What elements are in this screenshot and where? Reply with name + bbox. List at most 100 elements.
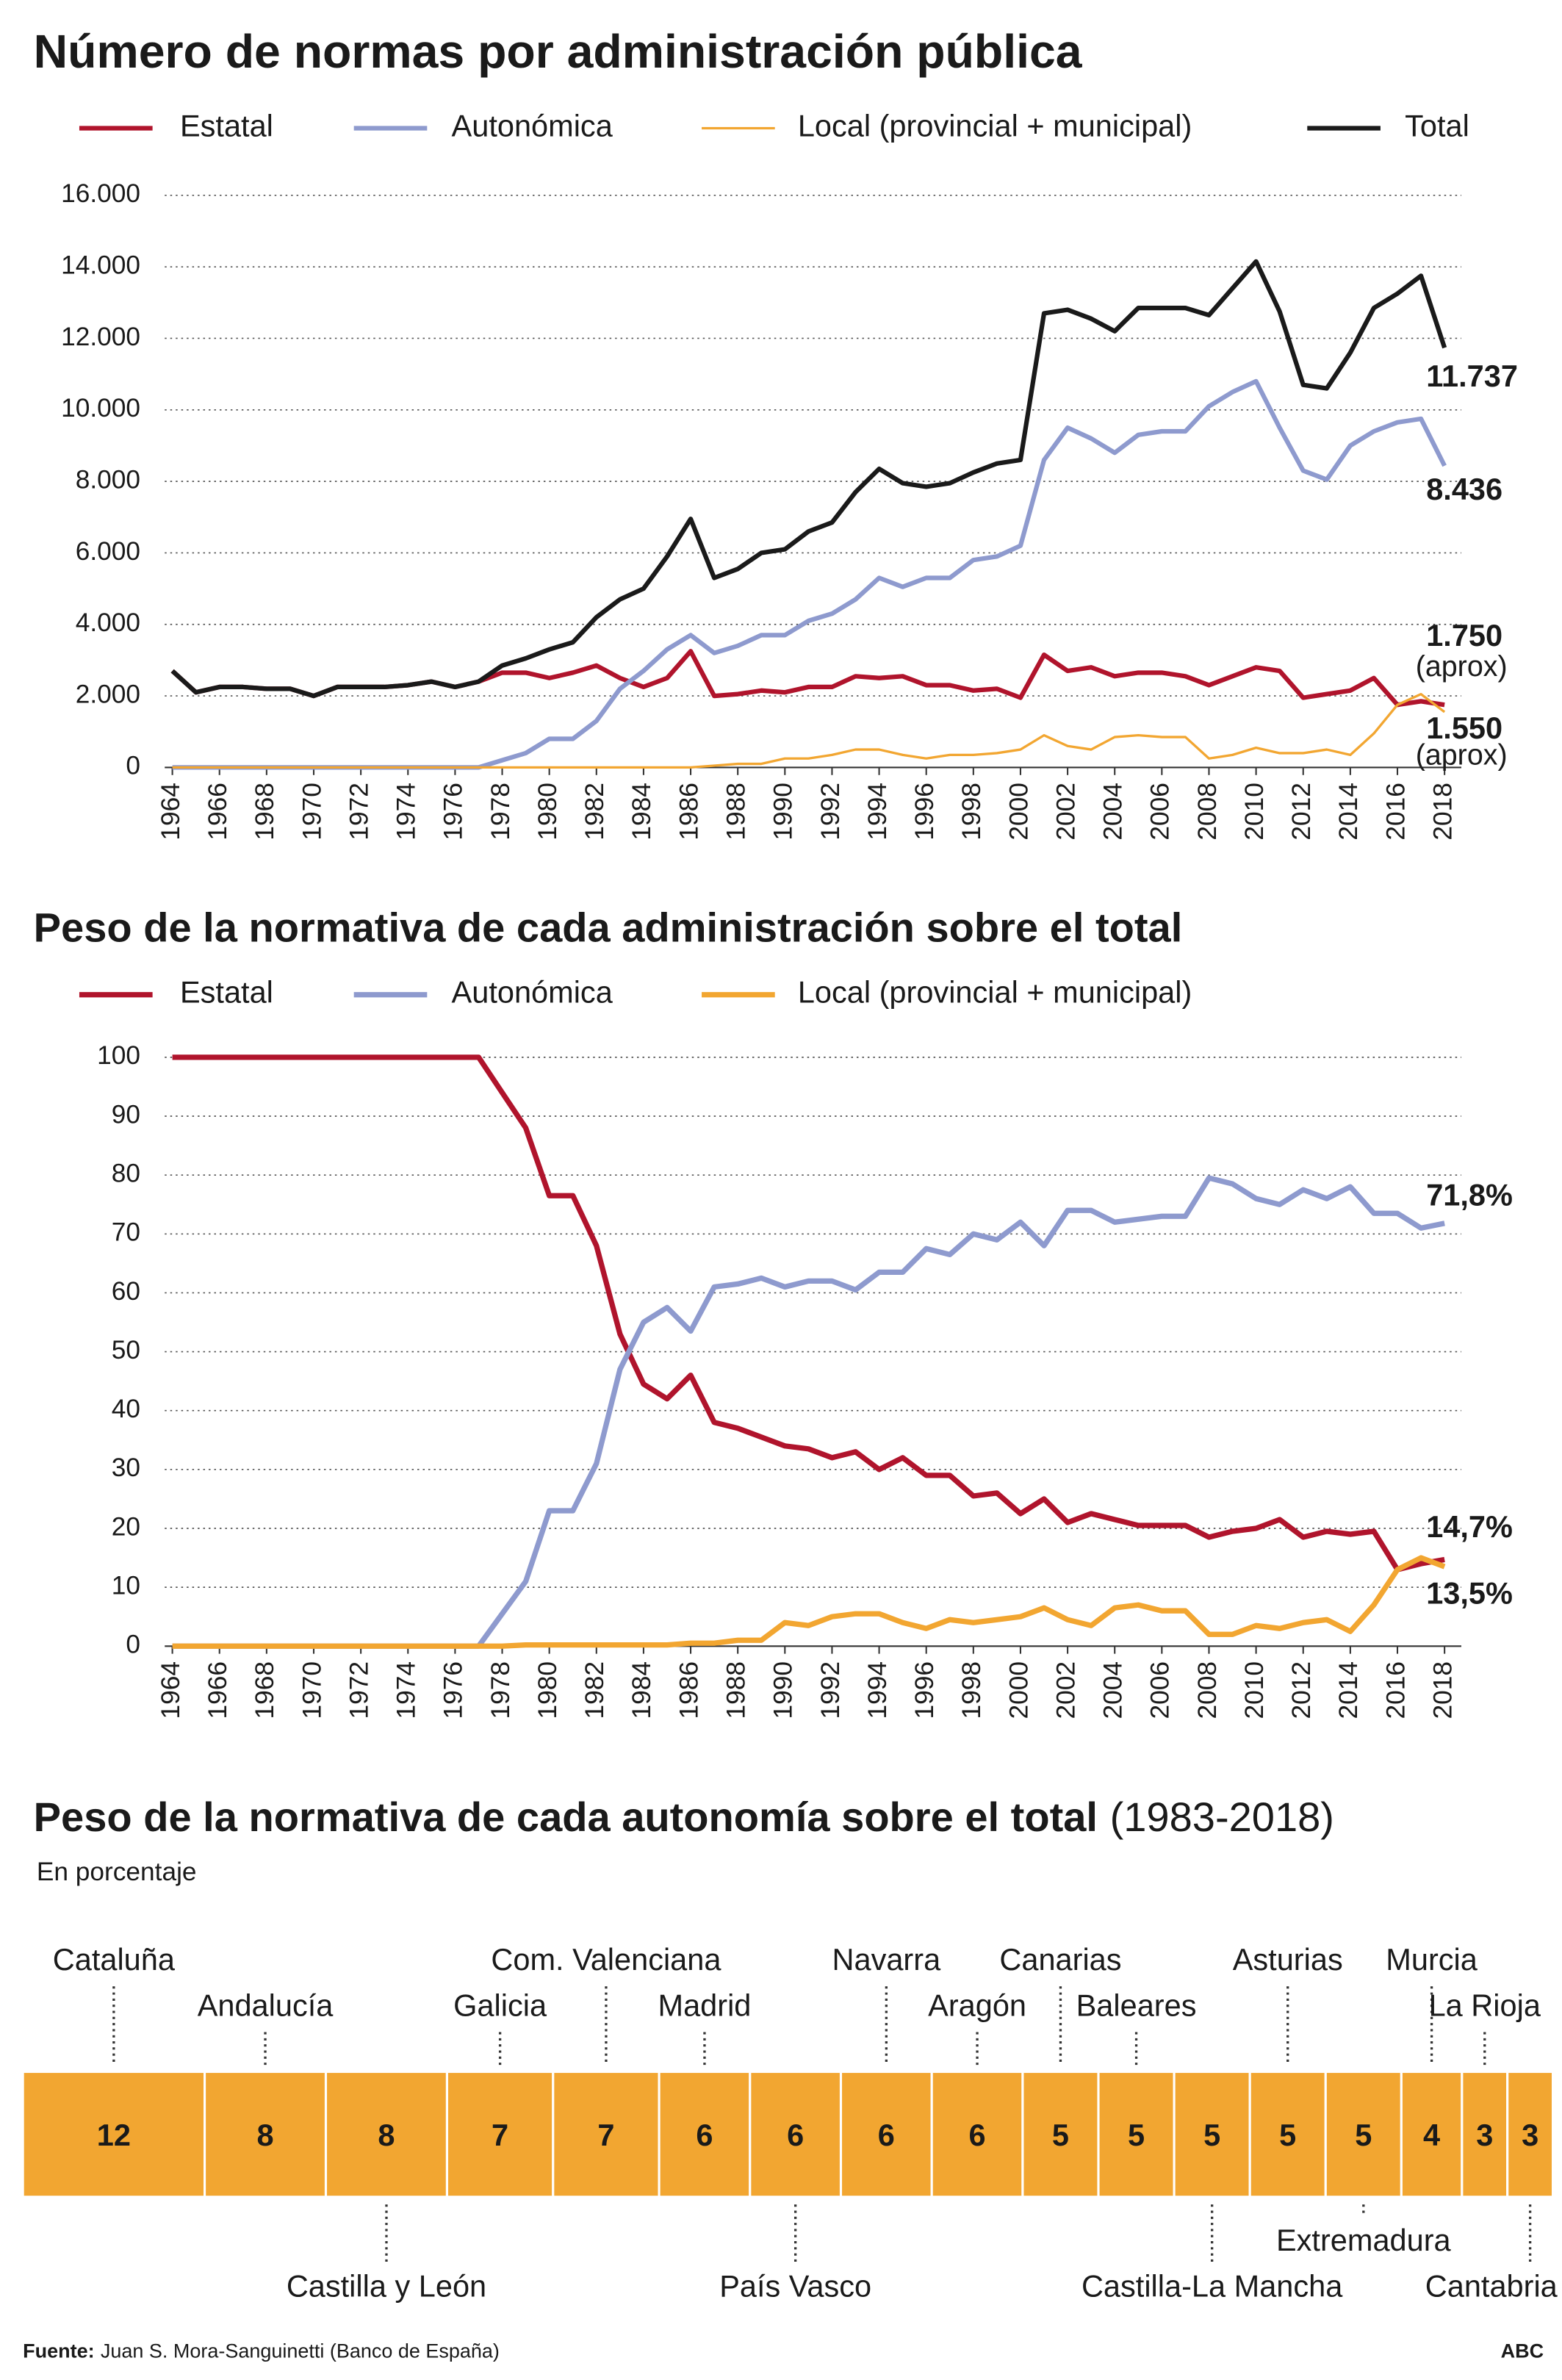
x-tick-label: 1974 bbox=[392, 783, 421, 840]
x-tick-label: 1966 bbox=[204, 1661, 232, 1719]
x-tick-label: 2000 bbox=[1004, 783, 1033, 841]
legend-label: Total bbox=[1405, 108, 1469, 143]
segment-value: 12 bbox=[97, 2118, 131, 2152]
y-tick-label: 30 bbox=[112, 1453, 140, 1482]
x-tick-label: 1984 bbox=[627, 1661, 656, 1719]
x-tick-label: 1970 bbox=[298, 783, 326, 840]
y-tick-label: 4.000 bbox=[76, 608, 140, 637]
segment bbox=[1324, 2070, 1403, 2199]
x-tick-label: 2006 bbox=[1146, 783, 1175, 841]
x-tick-label: 1998 bbox=[957, 1661, 986, 1719]
segment-value: 8 bbox=[256, 2118, 273, 2152]
data-label: 14,7% bbox=[1426, 1509, 1513, 1544]
x-tick-label: 1990 bbox=[769, 1661, 798, 1719]
x-tick-label: 1986 bbox=[674, 783, 703, 840]
chart-title: Peso de la normativa de cada autonomía s… bbox=[34, 1794, 1334, 1840]
x-tick-label: 1966 bbox=[204, 783, 232, 840]
x-tick-label: 2010 bbox=[1240, 1661, 1269, 1719]
segment-label: Andalucía bbox=[198, 1988, 334, 2022]
segment bbox=[1461, 2070, 1509, 2199]
x-tick-label: 1982 bbox=[580, 1661, 609, 1719]
x-tick-label: 2016 bbox=[1381, 1661, 1410, 1719]
y-tick-label: 60 bbox=[112, 1277, 140, 1306]
source: Fuente: Juan S. Mora-Sanguinetti (Banco d… bbox=[23, 2340, 500, 2362]
x-tick-label: 1976 bbox=[439, 1661, 468, 1719]
y-tick-label: 20 bbox=[112, 1512, 140, 1541]
x-tick-label: 1992 bbox=[816, 783, 845, 841]
x-tick-label: 1996 bbox=[910, 783, 939, 841]
x-tick-label: 1964 bbox=[156, 1661, 185, 1719]
segment-value: 6 bbox=[969, 2118, 986, 2152]
segment-value: 5 bbox=[1128, 2118, 1145, 2152]
subtitle: En porcentaje bbox=[37, 1858, 197, 1886]
x-tick-label: 1980 bbox=[533, 783, 562, 840]
data-label: 13,5% bbox=[1426, 1576, 1513, 1611]
segment-label: Cantabria bbox=[1425, 2268, 1558, 2303]
segment bbox=[552, 2070, 661, 2199]
y-tick-label: 14.000 bbox=[61, 251, 140, 279]
segment-value: 8 bbox=[378, 2118, 395, 2152]
segment bbox=[203, 2070, 328, 2199]
y-tick-label: 0 bbox=[126, 1631, 140, 1659]
annotation: (aprox) bbox=[1416, 650, 1508, 683]
x-tick-label: 1994 bbox=[863, 783, 892, 841]
segment-value: 6 bbox=[696, 2118, 713, 2152]
y-tick-label: 0 bbox=[126, 752, 140, 780]
segment-value: 5 bbox=[1355, 2118, 1372, 2152]
series-line bbox=[172, 1175, 1445, 1649]
x-tick-label: 2006 bbox=[1146, 1661, 1175, 1719]
segment-value: 7 bbox=[492, 2118, 508, 2152]
segment-label: Navarra bbox=[832, 1942, 942, 1977]
segment-label: Cataluña bbox=[53, 1942, 176, 1977]
segment-label: Com. Valenciana bbox=[491, 1942, 721, 1977]
x-tick-label: 1964 bbox=[156, 783, 185, 841]
x-tick-label: 1984 bbox=[627, 783, 656, 841]
source-text: Juan S. Mora-Sanguinetti (Banco de Españ… bbox=[101, 2340, 500, 2362]
y-tick-label: 10 bbox=[112, 1571, 140, 1600]
segment-label: Asturias bbox=[1233, 1942, 1343, 1977]
x-tick-label: 2008 bbox=[1193, 783, 1222, 841]
data-label: 11.737 bbox=[1426, 359, 1518, 393]
series-line bbox=[172, 1555, 1446, 1649]
segment-value: 3 bbox=[1476, 2118, 1493, 2152]
segment bbox=[658, 2070, 752, 2199]
segment-label: Extremadura bbox=[1276, 2223, 1452, 2257]
x-tick-label: 1978 bbox=[486, 1661, 515, 1719]
y-tick-label: 50 bbox=[112, 1336, 140, 1365]
x-tick-label: 2012 bbox=[1287, 1661, 1316, 1719]
segment-value: 6 bbox=[878, 2118, 895, 2152]
y-tick-label: 90 bbox=[112, 1100, 140, 1129]
segment-value: 5 bbox=[1203, 2118, 1220, 2152]
x-tick-label: 2016 bbox=[1381, 783, 1410, 841]
segment-label: Murcia bbox=[1386, 1942, 1478, 1977]
x-tick-label: 2018 bbox=[1428, 783, 1457, 841]
legend-label: Autonómica bbox=[452, 975, 613, 1010]
y-tick-label: 70 bbox=[112, 1218, 140, 1247]
x-tick-label: 1974 bbox=[392, 1661, 421, 1719]
x-tick-label: 1988 bbox=[722, 783, 751, 840]
series-line bbox=[172, 1054, 1445, 1572]
x-tick-label: 1976 bbox=[439, 783, 468, 840]
x-tick-label: 2010 bbox=[1240, 783, 1269, 841]
x-tick-label: 1996 bbox=[910, 1661, 939, 1719]
x-tick-label: 2002 bbox=[1051, 783, 1080, 841]
x-tick-label: 2014 bbox=[1334, 783, 1363, 841]
y-tick-label: 10.000 bbox=[61, 394, 140, 423]
data-label: 8.436 bbox=[1426, 472, 1502, 506]
x-tick-label: 2014 bbox=[1334, 1661, 1363, 1719]
x-tick-label: 1972 bbox=[345, 783, 373, 840]
x-tick-label: 1998 bbox=[957, 783, 986, 841]
legend-label: Local (provincial + municipal) bbox=[798, 108, 1192, 143]
x-tick-label: 1968 bbox=[251, 783, 279, 841]
segment bbox=[930, 2070, 1024, 2199]
y-tick-label: 40 bbox=[112, 1395, 140, 1423]
segment-label: Canarias bbox=[999, 1942, 1121, 1977]
segment-value: 7 bbox=[597, 2118, 614, 2152]
x-tick-label: 2004 bbox=[1099, 783, 1128, 841]
legend-label: Local (provincial + municipal) bbox=[798, 975, 1192, 1010]
x-tick-label: 1982 bbox=[580, 783, 609, 840]
segment-value: 5 bbox=[1279, 2118, 1296, 2152]
segment-label: Galicia bbox=[453, 1988, 547, 2022]
